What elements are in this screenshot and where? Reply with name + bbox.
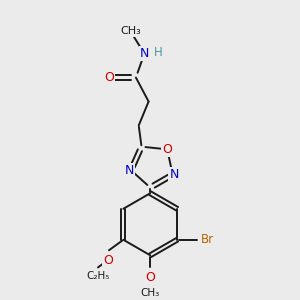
Text: CH₃: CH₃ — [141, 288, 160, 298]
Text: N: N — [140, 47, 149, 60]
Text: N: N — [125, 164, 134, 177]
Text: CH₃: CH₃ — [120, 26, 141, 36]
Text: H: H — [154, 46, 163, 59]
Text: Br: Br — [200, 233, 214, 246]
Text: O: O — [145, 272, 155, 284]
Text: O: O — [162, 143, 172, 156]
Text: O: O — [103, 254, 113, 267]
Text: C₂H₅: C₂H₅ — [86, 271, 110, 281]
Text: O: O — [104, 71, 114, 84]
Text: N: N — [169, 168, 179, 181]
